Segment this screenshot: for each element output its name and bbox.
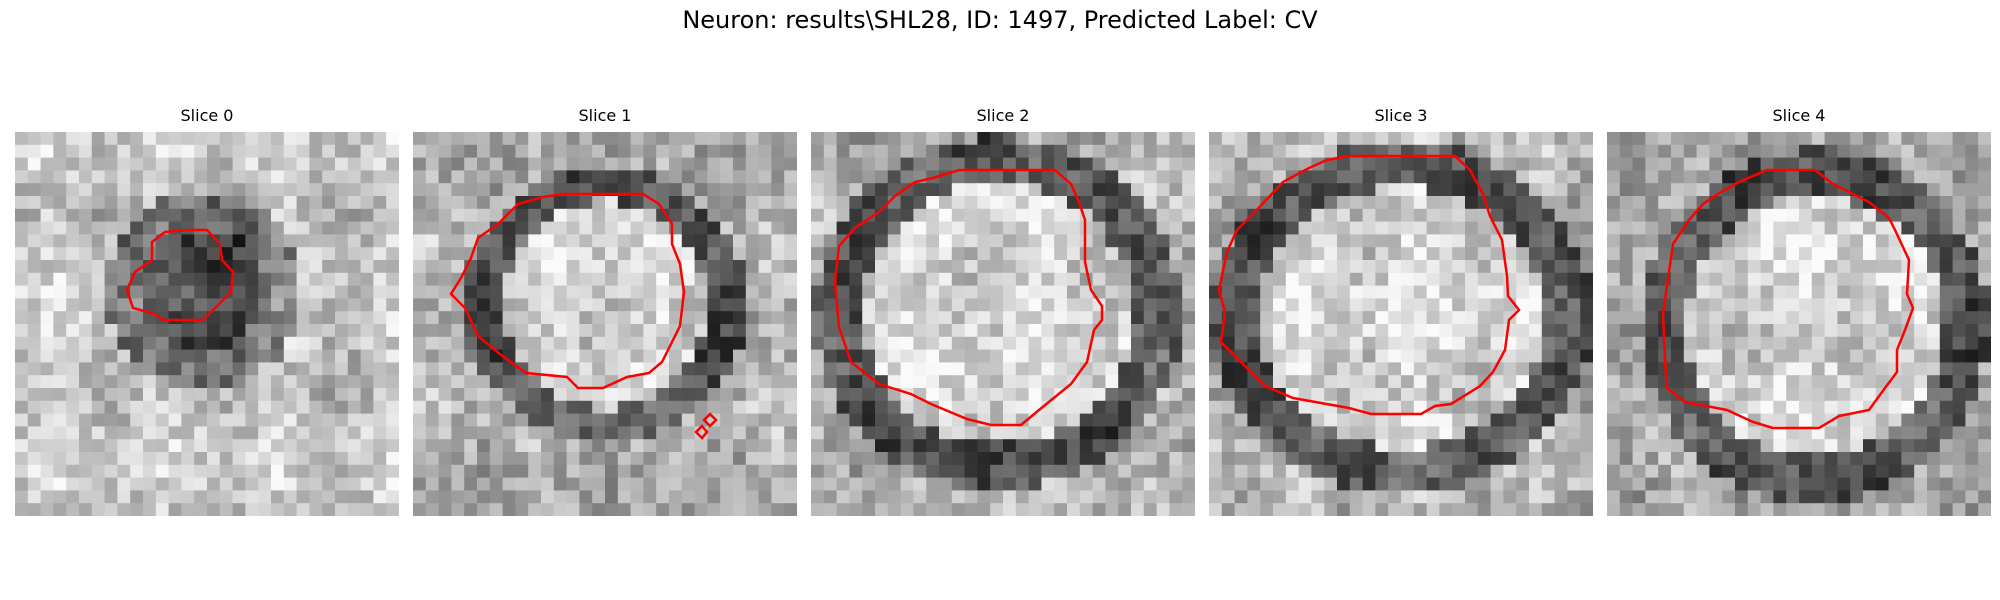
panel-slice-2: Slice 2 <box>811 106 1195 516</box>
panel-title: Slice 2 <box>976 106 1030 125</box>
pixel-grid <box>1607 132 1991 516</box>
panel-slice-1: Slice 1 <box>413 106 797 516</box>
slice-image <box>413 132 797 516</box>
slice-image <box>1607 132 1991 516</box>
pixel-grid <box>413 132 797 516</box>
segmentation-contour-fragment <box>694 412 718 440</box>
pixel-grid <box>1209 132 1593 516</box>
panel-slice-4: Slice 4 <box>1607 106 1991 516</box>
segmentation-contour <box>449 192 686 390</box>
pixel-grid <box>811 132 1195 516</box>
segmentation-contour <box>125 228 235 322</box>
panel-slice-3: Slice 3 <box>1209 106 1593 516</box>
segmentation-contour <box>1661 168 1915 430</box>
segmentation-contour <box>833 168 1104 427</box>
segmentation-contour <box>1217 154 1521 416</box>
panel-title: Slice 3 <box>1374 106 1428 125</box>
pixel-grid <box>15 132 399 516</box>
panel-slice-0: Slice 0 <box>15 106 399 516</box>
panel-title: Slice 0 <box>180 106 234 125</box>
slice-image <box>15 132 399 516</box>
panel-title: Slice 1 <box>578 106 632 125</box>
slice-image <box>1209 132 1593 516</box>
slice-image <box>811 132 1195 516</box>
panel-title: Slice 4 <box>1772 106 1826 125</box>
figure-title: Neuron: results\SHL28, ID: 1497, Predict… <box>682 6 1318 34</box>
